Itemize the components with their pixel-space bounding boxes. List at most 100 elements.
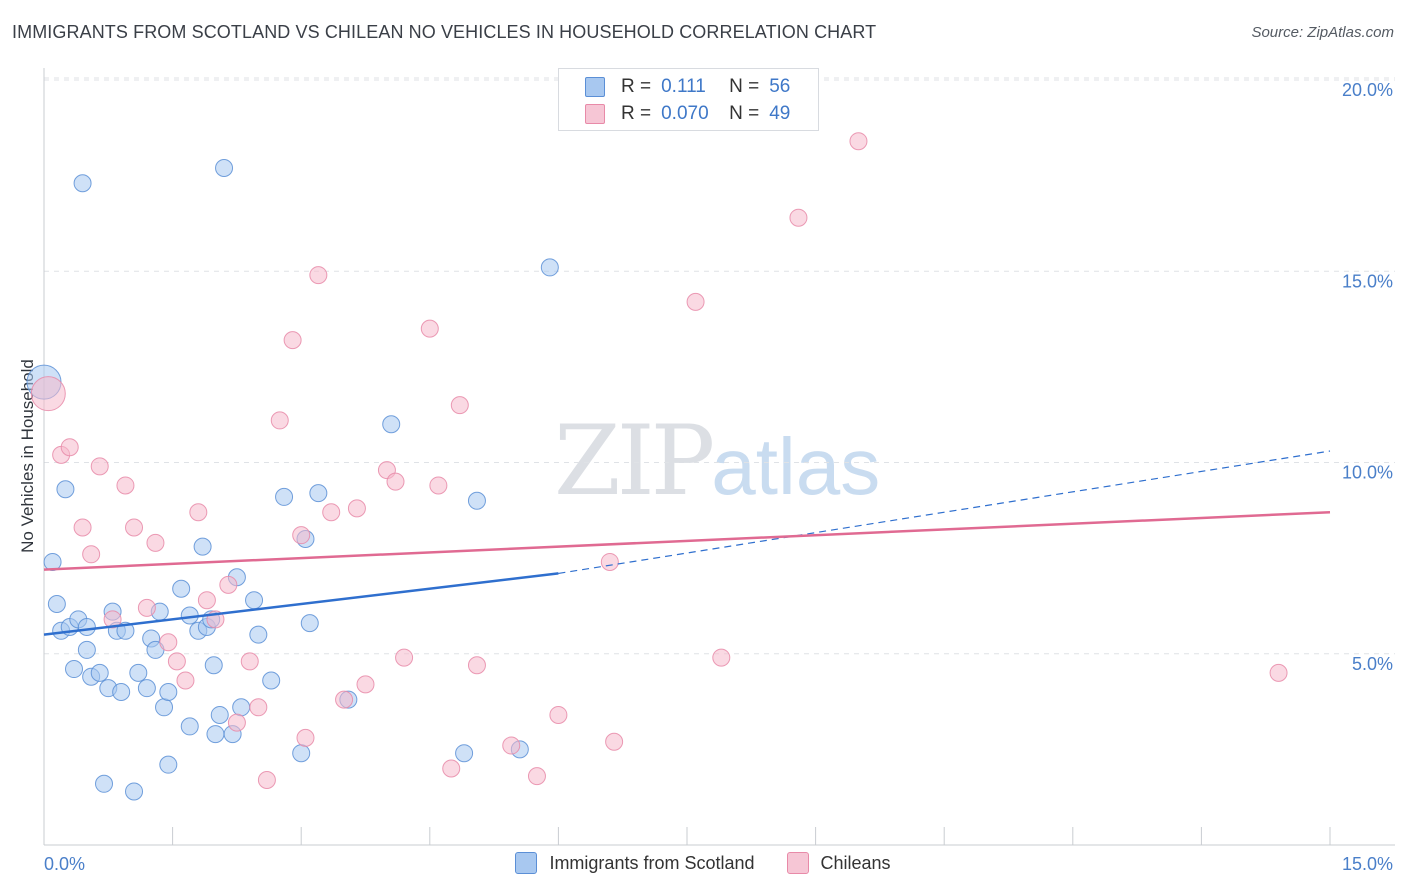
chilean-point: [322, 503, 341, 522]
legend-row-chilean: R = 0.070 N = 49: [585, 102, 790, 126]
scotland-point: [382, 415, 401, 434]
r-value: 0.111: [661, 76, 706, 97]
scotland-point: [232, 698, 251, 717]
scotland-point: [159, 683, 178, 701]
scotland-point: [245, 591, 264, 610]
scotland-point: [540, 258, 559, 277]
legend-item-scotland: Immigrants from Scotland: [515, 852, 755, 874]
legend-label-chilean: Chileans: [820, 852, 891, 873]
chilean-point: [296, 728, 315, 747]
chilean-point: [356, 675, 375, 694]
chilean-point: [125, 518, 144, 537]
legend-label-scotland: Immigrants from Scotland: [549, 852, 755, 873]
chilean-point: [386, 472, 405, 491]
scotland-point: [292, 744, 311, 763]
series-legend: Immigrants from Scotland Chileans: [0, 852, 1406, 874]
scotland-point: [77, 640, 96, 659]
scotland-point: [210, 705, 229, 724]
chilean-point: [292, 526, 311, 545]
scotland-point: [309, 484, 328, 503]
n-value: 56: [769, 76, 791, 97]
chilean-point: [789, 208, 808, 227]
chilean-point: [227, 713, 246, 732]
chilean-point: [249, 698, 268, 717]
r-label: R =: [621, 103, 652, 124]
chilean-point: [240, 652, 259, 671]
scotland-point: [455, 744, 474, 763]
chilean-point: [335, 690, 354, 709]
chilean-swatch: [585, 104, 605, 124]
scotland-point: [77, 617, 96, 636]
r-label: R =: [621, 76, 652, 97]
scotland-point: [193, 537, 212, 556]
chilean-point: [176, 671, 195, 690]
chilean-point: [197, 591, 216, 610]
scotland-point: [262, 671, 281, 690]
chilean-point: [395, 648, 414, 667]
x-tick-label: 0.0%: [44, 854, 85, 874]
scotland-point: [206, 725, 225, 744]
scotland-trend-extension: [558, 450, 1331, 575]
scotland-point: [129, 663, 148, 682]
scotland-point: [204, 656, 223, 675]
chilean-point: [467, 656, 486, 675]
chilean-point: [1269, 663, 1288, 682]
scotland-point: [180, 717, 199, 736]
chilean-point: [146, 533, 165, 552]
scotland-point: [95, 774, 114, 793]
chilean-point: [420, 319, 439, 338]
y-tick-label: 5.0%: [1352, 654, 1393, 674]
scotland-point: [249, 625, 268, 644]
watermark-zip: ZIP: [554, 405, 715, 517]
chilean-point: [137, 598, 156, 617]
watermark-atlas: atlas: [711, 422, 881, 511]
r-value: 0.070: [661, 103, 709, 124]
chilean-point: [442, 759, 461, 778]
scotland-point: [159, 755, 178, 774]
n-value: 49: [769, 103, 791, 124]
scotland-point: [137, 679, 156, 698]
scotland-point: [125, 782, 144, 801]
chilean-point: [549, 705, 568, 724]
source-credit: Source: ZipAtlas.com: [1251, 24, 1394, 41]
chilean-point: [167, 652, 186, 671]
scotland-point: [112, 683, 131, 701]
chart-title: IMMIGRANTS FROM SCOTLAND VS CHILEAN NO V…: [12, 22, 877, 42]
chilean-point: [219, 575, 238, 594]
chilean-point: [309, 266, 328, 285]
chilean-point: [600, 552, 619, 571]
scotland-point: [73, 174, 92, 193]
chilean-point: [450, 396, 469, 415]
chilean-legend-swatch: [786, 852, 809, 874]
scotland-point: [275, 487, 294, 506]
y-tick-label: 20.0%: [1342, 80, 1393, 100]
legend-row-scotland: R = 0.111 N = 56: [585, 75, 790, 99]
chilean-point: [60, 438, 79, 457]
scotland-point: [90, 663, 109, 682]
scotland-point: [47, 595, 66, 614]
scotland-swatch: [585, 77, 605, 97]
scotland-trend-line: [43, 572, 559, 636]
n-label: N =: [729, 76, 760, 97]
y-tick-label: 15.0%: [1342, 271, 1393, 291]
chilean-point: [116, 476, 135, 495]
scotland-point: [65, 660, 84, 679]
chilean-trend-line: [43, 510, 1331, 571]
chilean-point: [103, 610, 122, 629]
scotland-legend-swatch: [515, 852, 538, 874]
chilean-point: [283, 331, 302, 350]
chilean-point: [73, 518, 92, 537]
n-label: N =: [729, 103, 760, 124]
chilean-point: [429, 476, 448, 495]
stats-legend: R = 0.111 N = 56 R = 0.070 N = 49: [558, 68, 819, 131]
chilean-point: [257, 770, 276, 789]
watermark: ZIPatlas: [554, 405, 880, 517]
chilean-point: [189, 503, 208, 522]
scotland-point: [300, 614, 319, 633]
chilean-point: [527, 767, 546, 786]
scotland-point: [467, 491, 486, 510]
chilean-point: [82, 545, 101, 564]
chilean-point: [605, 732, 624, 751]
legend-item-chilean: Chileans: [786, 852, 891, 874]
